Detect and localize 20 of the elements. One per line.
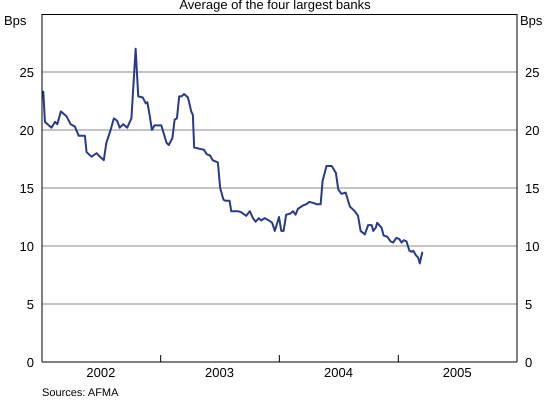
y2-tick-label: 10 xyxy=(525,239,540,254)
y2-tick-label: 25 xyxy=(525,65,540,80)
y-tick-label: 0 xyxy=(26,355,34,370)
y2-tick-label: 0 xyxy=(525,355,532,370)
x-tick-label: 2002 xyxy=(86,365,116,380)
y-tick-label: 15 xyxy=(20,181,34,196)
y-tick-label: 20 xyxy=(20,123,34,138)
y2-tick-label: 5 xyxy=(525,297,532,312)
y2-tick-label: 15 xyxy=(525,181,540,196)
y2-tick-label: 20 xyxy=(525,123,540,138)
x-tick-label: 2005 xyxy=(442,365,472,380)
y-axis-title: Bps xyxy=(4,13,26,28)
y2-axis-title: Bps xyxy=(520,13,542,28)
x-tick-label: 2003 xyxy=(205,365,234,380)
source-note: Sources: AFMA xyxy=(42,387,118,399)
line-series xyxy=(42,48,424,264)
y-tick-label: 5 xyxy=(26,297,34,312)
y-tick-label: 25 xyxy=(20,65,34,80)
y-tick-label: 10 xyxy=(20,239,34,254)
x-tick-label: 2004 xyxy=(324,365,353,380)
